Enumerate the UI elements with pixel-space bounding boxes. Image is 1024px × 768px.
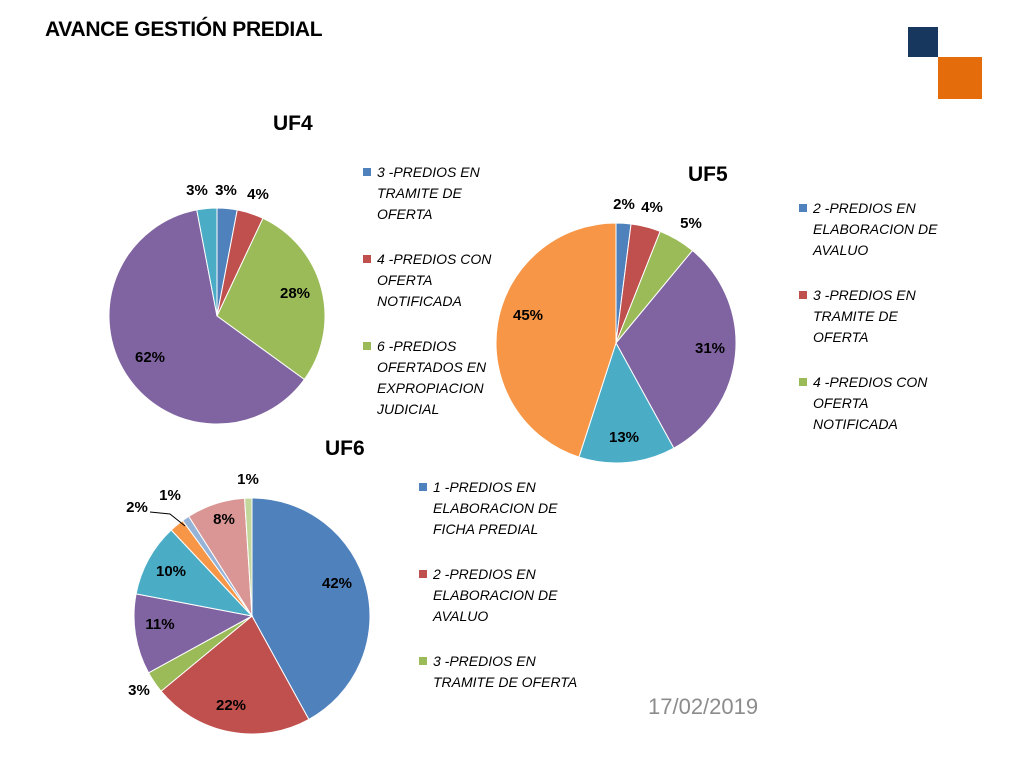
legend-text-line: OFERTA (377, 272, 433, 288)
legend-swatch (419, 657, 427, 665)
legend-text-line: OFERTA (377, 206, 433, 222)
uf4-legend-item-2: 6 -PREDIOS OFERTADOS EN EXPROPIACION JUDICI… (363, 336, 491, 420)
legend-text-line: 3 -PREDIOS EN (377, 164, 480, 180)
legend-text-line: NOTIFICADA (813, 416, 898, 432)
uf4-data-label-3: 62% (135, 349, 165, 366)
legend-swatch (363, 168, 371, 176)
legend-text-line: AVALUO (433, 608, 489, 624)
legend-text-line: EXPROPIACION (377, 380, 484, 396)
uf6-slice-1 (160, 615, 310, 735)
uf4-data-label-4: 3% (186, 182, 208, 199)
uf6-data-label-7: 8% (213, 511, 235, 528)
legend-swatch (363, 255, 371, 263)
uf4-slice-3 (108, 209, 306, 425)
legend-text-line: 2 -PREDIOS EN (433, 566, 536, 582)
legend-text-line: TRAMITE DE (377, 185, 462, 201)
legend-text-line: 3 -PREDIOS EN (433, 653, 536, 669)
uf5-legend-item-1: 3 -PREDIOS EN TRAMITE DE OFERTA (799, 285, 937, 348)
uf6-data-label-1: 22% (216, 697, 246, 714)
legend-swatch (419, 483, 427, 491)
legend-swatch (363, 342, 371, 350)
uf5-legend-item-2: 4 -PREDIOS CON OFERTA NOTIFICADA (799, 372, 937, 435)
uf4-slice-4 (196, 207, 218, 317)
uf6-data-label-4: 10% (156, 563, 186, 580)
legend-text-line: 4 -PREDIOS CON (377, 251, 492, 267)
logo-orange-square (938, 57, 982, 99)
uf6-leader-line (149, 511, 186, 527)
uf6-legend-item-0: 1 -PREDIOS EN ELABORACION DE FICHA PREDIAL (419, 477, 577, 540)
uf5-title: UF5 (688, 163, 728, 186)
legend-swatch (799, 291, 807, 299)
legend-text-line: AVALUO (813, 242, 869, 258)
legend-text-line: OFERTA (813, 395, 869, 411)
uf5-data-label-4: 13% (609, 429, 639, 446)
legend-text-line: FICHA PREDIAL (433, 521, 539, 537)
legend-text-line: 2 -PREDIOS EN (813, 200, 916, 216)
logo-dark-square (908, 27, 938, 57)
pie-chart-uf5: 2% 4% 5% 31% 13% 45% UF5 (495, 163, 737, 464)
uf4-title: UF4 (273, 112, 313, 135)
uf6-title: UF6 (325, 437, 365, 460)
legend-uf4: 3 -PREDIOS EN TRAMITE DE OFERTA 4 -PREDIOS … (363, 162, 491, 420)
legend-text-line: 3 -PREDIOS EN (813, 287, 916, 303)
uf4-legend-item-1: 4 -PREDIOS CON OFERTA NOTIFICADA (363, 249, 491, 312)
uf6-data-label-8: 1% (237, 471, 259, 488)
uf5-slice-3 (615, 249, 737, 449)
pie-chart-uf4: 3% 4% 28% 62% 3% UF4 (108, 112, 326, 425)
legend-uf5: 2 -PREDIOS EN ELABORACION DE AVALUO 3 -PRED… (799, 198, 937, 435)
legend-swatch (419, 570, 427, 578)
uf5-slice-5 (495, 222, 617, 458)
uf5-data-label-0: 2% (613, 196, 635, 213)
legend-text-line: OFERTADOS EN (377, 359, 487, 375)
uf5-legend-item-0: 2 -PREDIOS EN ELABORACION DE AVALUO (799, 198, 937, 261)
uf6-data-label-5: 2% (126, 499, 148, 516)
uf5-data-label-3: 31% (695, 340, 725, 357)
legend-text-line: NOTIFICADA (377, 293, 462, 309)
legend-text-line: OFERTA (813, 329, 869, 345)
legend-text-line: ELABORACION DE (433, 587, 558, 603)
uf4-legend-item-0: 3 -PREDIOS EN TRAMITE DE OFERTA (363, 162, 491, 225)
uf6-slice-0 (251, 497, 371, 721)
legend-swatch (799, 204, 807, 212)
legend-text-line: 6 -PREDIOS (377, 338, 457, 354)
uf4-data-label-2: 28% (280, 285, 310, 302)
legend-text-line: TRAMITE DE (813, 308, 898, 324)
legend-swatch (799, 378, 807, 386)
legend-text-line: ELABORACION DE (813, 221, 938, 237)
uf5-slice-4 (578, 341, 675, 464)
uf6-slice-4 (135, 529, 254, 617)
page-title: AVANCE GESTIÓN PREDIAL (45, 18, 323, 41)
uf5-data-label-5: 45% (513, 307, 543, 324)
uf6-slice-8 (244, 497, 253, 617)
pie-chart-uf6: 42% 22% 3% 11% 10% 2% 1% 8% 1% UF6 (126, 437, 371, 735)
legend-text-line: 1 -PREDIOS EN (433, 479, 536, 495)
legend-text-line: 4 -PREDIOS CON (813, 374, 928, 390)
uf5-data-label-1: 4% (641, 199, 663, 216)
legend-text-line: ELABORACION DE (433, 500, 558, 516)
legend-uf6: 1 -PREDIOS EN ELABORACION DE FICHA PREDIAL… (419, 477, 577, 693)
uf4-slice-2 (216, 217, 326, 381)
uf6-data-label-6: 1% (159, 487, 181, 504)
uf5-data-label-2: 5% (680, 215, 702, 232)
uf6-data-label-2: 3% (128, 682, 150, 699)
uf6-legend-item-1: 2 -PREDIOS EN ELABORACION DE AVALUO (419, 564, 577, 627)
uf4-data-label-0: 3% (215, 182, 237, 199)
date-label: 17/02/2019 (648, 694, 759, 719)
uf6-legend-item-2: 3 -PREDIOS EN TRAMITE DE OFERTA (419, 651, 577, 693)
legend-text-line: TRAMITE DE OFERTA (433, 674, 578, 690)
uf4-data-label-1: 4% (247, 186, 269, 203)
uf6-data-label-0: 42% (322, 575, 352, 592)
legend-text-line: JUDICIAL (377, 401, 440, 417)
uf6-slice-3 (133, 593, 254, 674)
uf6-data-label-3: 11% (145, 616, 174, 633)
